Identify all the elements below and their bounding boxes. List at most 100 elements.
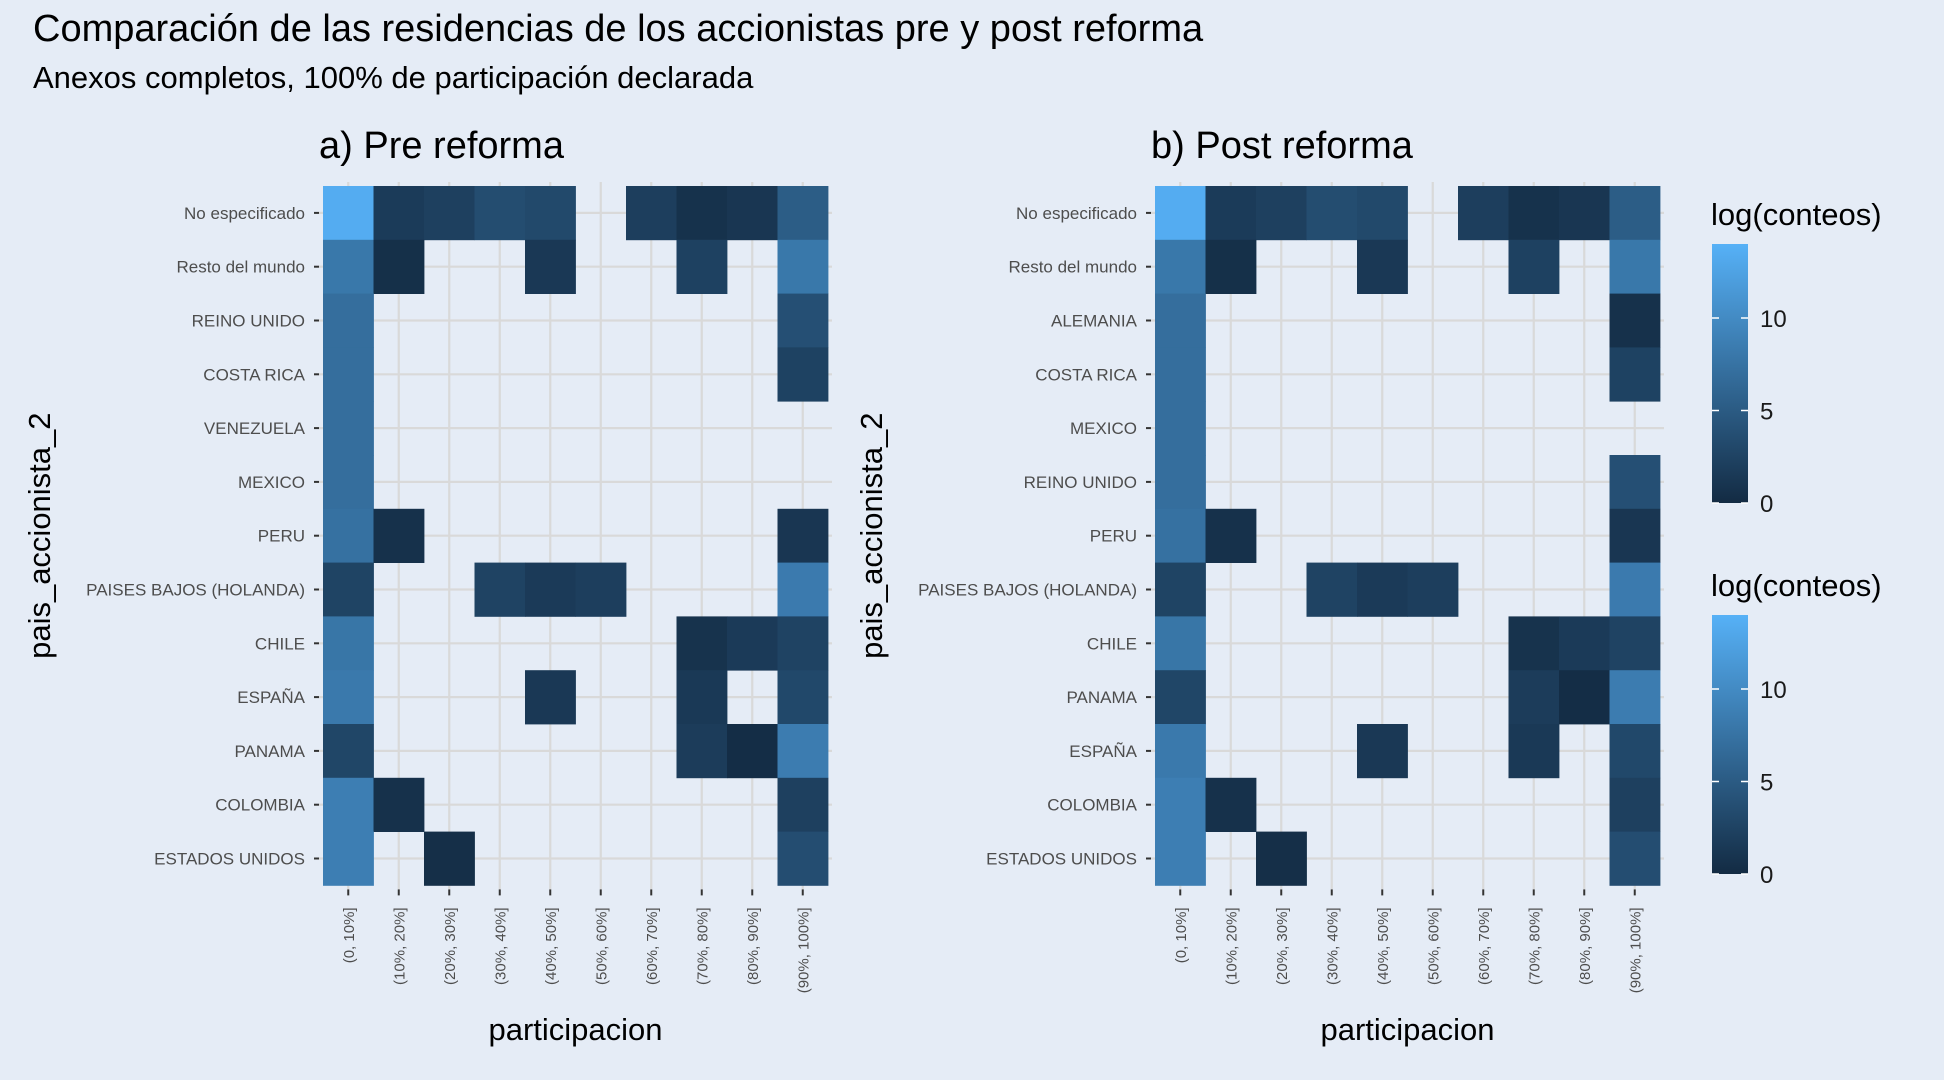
heatmap-cell (676, 724, 728, 779)
heatmap-cell (323, 347, 374, 402)
heatmap-cell (1155, 562, 1206, 617)
x-tick-label: (50%, 60%] (594, 907, 611, 985)
legend-colorbar (1712, 615, 1748, 874)
heatmap-cell (323, 616, 374, 671)
y-tick-label: ESPAÑA (237, 688, 305, 707)
heatmap-cell (525, 562, 576, 617)
y-tick-label: Resto del mundo (176, 258, 305, 277)
x-tick-label: (40%, 50%] (1375, 907, 1392, 985)
heatmap-cell (676, 186, 728, 241)
heatmap-cell (1357, 562, 1408, 617)
heatmap-cell (1306, 562, 1358, 617)
y-tick-label: ESTADOS UNIDOS (154, 850, 305, 869)
heatmap-cell (1205, 508, 1257, 563)
heatmap-cell (525, 186, 576, 241)
heatmap-cell (1155, 670, 1206, 725)
heatmap-cell (1357, 724, 1408, 779)
heatmap-cell (424, 186, 475, 241)
y-tick-label: ESTADOS UNIDOS (986, 850, 1137, 869)
heatmap-cell (323, 724, 374, 779)
heatmap-cell (777, 186, 829, 241)
y-tick-label: PAISES BAJOS (HOLANDA) (86, 581, 305, 600)
x-tick-label: (80%, 90%] (745, 907, 762, 985)
heatmap-cell (1508, 616, 1560, 671)
heatmap-cell (676, 616, 728, 671)
y-tick-label: Resto del mundo (1008, 258, 1137, 277)
legend-tick-label: 10 (1760, 306, 1787, 333)
heatmap-cell (323, 293, 374, 348)
heatmap-cell (1609, 670, 1661, 725)
x-tick-label: (50%, 60%] (1426, 907, 1443, 985)
heatmap-cell (777, 777, 829, 832)
x-axis-label: participacion (1320, 1012, 1494, 1047)
heatmap-cell (1559, 186, 1610, 241)
y-tick-label: VENEZUELA (204, 419, 306, 438)
x-tick-label: (30%, 40%] (1325, 907, 1342, 985)
y-tick-label: MEXICO (1070, 419, 1137, 438)
heatmap-cell (727, 724, 778, 779)
heatmap-cell (1609, 186, 1661, 241)
heatmap-cell (474, 186, 526, 241)
heatmap-cell (777, 831, 829, 886)
legend-tick-label: 0 (1760, 862, 1773, 889)
heatmap-cell (373, 186, 425, 241)
heatmap-cell (1609, 616, 1661, 671)
heatmap-cell (1155, 777, 1206, 832)
heatmap-cell (1155, 347, 1206, 402)
heatmap-cell (777, 562, 829, 617)
y-tick-label: COSTA RICA (1035, 365, 1137, 384)
heatmap-cell (777, 670, 829, 725)
heatmap-cell (1559, 670, 1610, 725)
figure-title: Comparación de las residencias de los ac… (33, 8, 1204, 50)
heatmap-cell (1508, 186, 1560, 241)
y-tick-label: No especificado (1016, 204, 1137, 223)
heatmap-cell (1609, 724, 1661, 779)
heatmap-cell (1155, 239, 1206, 294)
y-axis-label: pais_accionista_2 (22, 412, 57, 658)
heatmap-cell (1155, 293, 1206, 348)
panel-background-1 (319, 182, 832, 890)
x-axis-label: participacion (488, 1012, 662, 1047)
heatmap-cell (1609, 455, 1661, 510)
x-tick-label: (90%, 100%] (1628, 907, 1645, 993)
x-tick-label: (70%, 80%] (695, 907, 712, 985)
heatmap-cell (1306, 186, 1358, 241)
x-tick-label: (60%, 70%] (644, 907, 661, 985)
x-tick-label: (30%, 40%] (493, 907, 510, 985)
heatmap-cell (676, 670, 728, 725)
heatmap-cell (1508, 239, 1560, 294)
heatmap-cell (1155, 616, 1206, 671)
heatmap-cell (777, 239, 829, 294)
legend-tick-label: 5 (1760, 399, 1773, 426)
heatmap-cell (323, 455, 374, 510)
heatmap-cell (1256, 831, 1307, 886)
heatmap-cell (777, 508, 829, 563)
heatmap-cell (1155, 186, 1206, 241)
heatmap-cell (777, 616, 829, 671)
heatmap-cell (575, 562, 627, 617)
heatmap-cell (1609, 347, 1661, 402)
heatmap-cell (1155, 401, 1206, 456)
heatmap-cell (1559, 616, 1610, 671)
y-tick-label: ESPAÑA (1069, 742, 1137, 761)
heatmap-cell (323, 239, 374, 294)
y-tick-label: COLOMBIA (1047, 796, 1137, 815)
heatmap-cell (323, 562, 374, 617)
heatmap-cell (323, 508, 374, 563)
y-tick-label: MEXICO (238, 473, 305, 492)
heatmap-cell (1407, 562, 1459, 617)
heatmap-cell (323, 401, 374, 456)
panel-title-2: b) Post reforma (1151, 125, 1414, 167)
y-tick-label: PAISES BAJOS (HOLANDA) (918, 581, 1137, 600)
x-tick-label: (0, 10%] (341, 907, 358, 963)
y-tick-label: PANAMA (1066, 688, 1137, 707)
heatmap-cell (424, 831, 475, 886)
heatmap-cell (777, 347, 829, 402)
heatmap-cell (777, 293, 829, 348)
heatmap-cell (323, 186, 374, 241)
x-tick-label: (90%, 100%] (796, 907, 813, 993)
heatmap-cell (626, 186, 677, 241)
heatmap-cell (1205, 239, 1257, 294)
heatmap-cell (373, 777, 425, 832)
